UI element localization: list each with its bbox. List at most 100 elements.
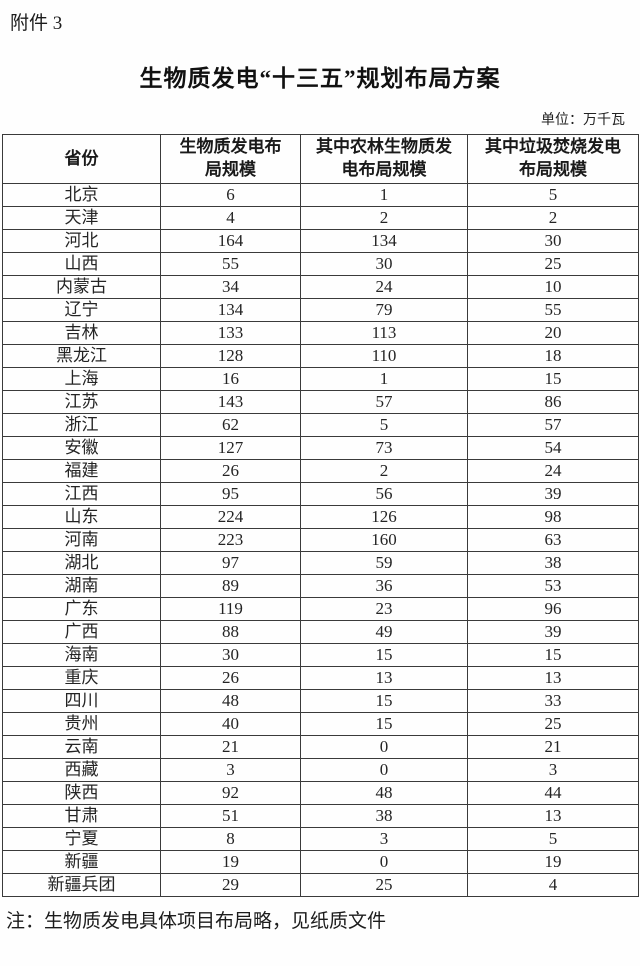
table-row: 浙江 62 5 57 (2, 413, 639, 437)
waste-incineration-value-cell: 38 (467, 551, 639, 575)
agri-forest-value-cell: 25 (300, 873, 468, 897)
waste-incineration-value-cell: 5 (467, 183, 639, 207)
table-row: 北京 6 1 5 (2, 183, 639, 207)
table-row: 山东 224 126 98 (2, 505, 639, 529)
table-row: 贵州 40 15 25 (2, 712, 639, 736)
attachment-label: 附件 3 (10, 13, 63, 34)
total-value-cell: 26 (160, 666, 301, 690)
total-value-cell: 26 (160, 459, 301, 483)
total-value-cell: 3 (160, 758, 301, 782)
total-value-cell: 92 (160, 781, 301, 805)
waste-incineration-value-cell: 96 (467, 597, 639, 621)
agri-forest-value-cell: 3 (300, 827, 468, 851)
province-cell: 内蒙古 (2, 275, 161, 299)
waste-incineration-value-cell: 39 (467, 482, 639, 506)
column-header-province: 省份 (2, 134, 161, 184)
waste-incineration-value-cell: 20 (467, 321, 639, 345)
waste-incineration-value-cell: 53 (467, 574, 639, 598)
total-value-cell: 21 (160, 735, 301, 759)
agri-forest-value-cell: 15 (300, 643, 468, 667)
total-value-cell: 95 (160, 482, 301, 506)
agri-forest-value-cell: 110 (300, 344, 468, 368)
total-value-cell: 88 (160, 620, 301, 644)
table-row: 江西 95 56 39 (2, 482, 639, 506)
province-cell: 湖南 (2, 574, 161, 598)
total-value-cell: 34 (160, 275, 301, 299)
column-header-total-scale: 生物质发电布局规模 (160, 134, 301, 184)
table-row: 上海 16 1 15 (2, 367, 639, 391)
table-row: 四川 48 15 33 (2, 689, 639, 713)
total-value-cell: 16 (160, 367, 301, 391)
province-cell: 宁夏 (2, 827, 161, 851)
province-cell: 河北 (2, 229, 161, 253)
agri-forest-value-cell: 2 (300, 459, 468, 483)
waste-incineration-value-cell: 54 (467, 436, 639, 460)
table-row: 辽宁 134 79 55 (2, 298, 639, 322)
table-row: 西藏 3 0 3 (2, 758, 639, 782)
agri-forest-value-cell: 57 (300, 390, 468, 414)
province-cell: 河南 (2, 528, 161, 552)
total-value-cell: 164 (160, 229, 301, 253)
table-row: 广东 119 23 96 (2, 597, 639, 621)
agri-forest-value-cell: 2 (300, 206, 468, 230)
total-value-cell: 6 (160, 183, 301, 207)
province-cell: 福建 (2, 459, 161, 483)
total-value-cell: 51 (160, 804, 301, 828)
province-cell: 陕西 (2, 781, 161, 805)
total-value-cell: 128 (160, 344, 301, 368)
table-row: 江苏 143 57 86 (2, 390, 639, 414)
agri-forest-value-cell: 36 (300, 574, 468, 598)
province-cell: 北京 (2, 183, 161, 207)
table-row: 陕西 92 48 44 (2, 781, 639, 805)
province-cell: 辽宁 (2, 298, 161, 322)
waste-incineration-value-cell: 10 (467, 275, 639, 299)
province-cell: 上海 (2, 367, 161, 391)
total-value-cell: 29 (160, 873, 301, 897)
waste-incineration-value-cell: 5 (467, 827, 639, 851)
table-row: 广西 88 49 39 (2, 620, 639, 644)
waste-incineration-value-cell: 19 (467, 850, 639, 874)
agri-forest-value-cell: 48 (300, 781, 468, 805)
waste-incineration-value-cell: 18 (467, 344, 639, 368)
table-row: 海南 30 15 15 (2, 643, 639, 667)
table-row: 内蒙古 34 24 10 (2, 275, 639, 299)
agri-forest-value-cell: 49 (300, 620, 468, 644)
table-header: 省份 生物质发电布局规模 其中农林生物质发电布局规模 其中垃圾焚烧发电布局规模 (2, 134, 639, 184)
province-cell: 浙江 (2, 413, 161, 437)
agri-forest-value-cell: 0 (300, 850, 468, 874)
waste-incineration-value-cell: 4 (467, 873, 639, 897)
agri-forest-value-cell: 134 (300, 229, 468, 253)
waste-incineration-value-cell: 24 (467, 459, 639, 483)
total-value-cell: 30 (160, 643, 301, 667)
waste-incineration-value-cell: 21 (467, 735, 639, 759)
total-value-cell: 40 (160, 712, 301, 736)
province-cell: 西藏 (2, 758, 161, 782)
waste-incineration-value-cell: 25 (467, 252, 639, 276)
table-row: 云南 21 0 21 (2, 735, 639, 759)
total-value-cell: 133 (160, 321, 301, 345)
agri-forest-value-cell: 23 (300, 597, 468, 621)
province-cell: 黑龙江 (2, 344, 161, 368)
table-row: 宁夏 8 3 5 (2, 827, 639, 851)
agri-forest-value-cell: 79 (300, 298, 468, 322)
total-value-cell: 48 (160, 689, 301, 713)
total-value-cell: 127 (160, 436, 301, 460)
province-cell: 安徽 (2, 436, 161, 460)
planning-table: 省份 生物质发电布局规模 其中农林生物质发电布局规模 其中垃圾焚烧发电布局规模 … (2, 134, 639, 897)
agri-forest-value-cell: 24 (300, 275, 468, 299)
agri-forest-value-cell: 160 (300, 528, 468, 552)
waste-incineration-value-cell: 13 (467, 804, 639, 828)
table-row: 山西 55 30 25 (2, 252, 639, 276)
province-cell: 山东 (2, 505, 161, 529)
agri-forest-value-cell: 1 (300, 183, 468, 207)
province-cell: 新疆兵团 (2, 873, 161, 897)
total-value-cell: 62 (160, 413, 301, 437)
agri-forest-value-cell: 56 (300, 482, 468, 506)
agri-forest-value-cell: 15 (300, 712, 468, 736)
agri-forest-value-cell: 5 (300, 413, 468, 437)
table-row: 湖北 97 59 38 (2, 551, 639, 575)
table-body: 北京 6 1 5 天津 4 2 2 河北 164 134 30 山西 55 30 25 内蒙古 34 24 10 辽宁 1… (2, 183, 639, 897)
total-value-cell: 4 (160, 206, 301, 230)
total-value-cell: 224 (160, 505, 301, 529)
